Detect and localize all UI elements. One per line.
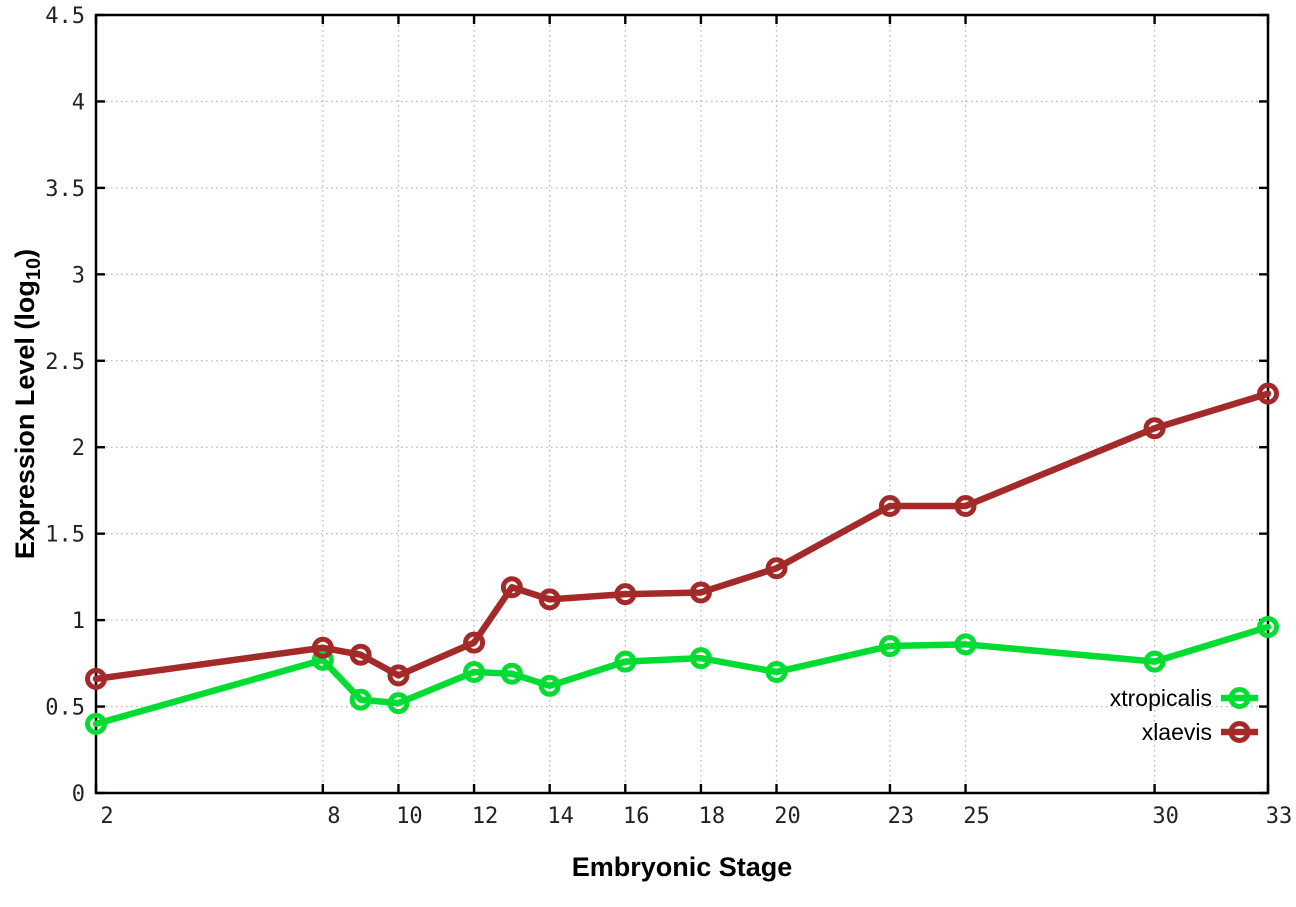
y-tick-labels: 0 0.5 1 1.5 2 2.5 3 3.5 4 4.5 [45,4,85,807]
y-tick-label: 3.5 [45,177,85,202]
y-tick-label: 2 [72,436,85,461]
series-xtropicalis-marker [1257,616,1279,639]
legend-label-xlaevis: xlaevis [1142,719,1212,745]
y-tick-label: 3 [72,263,85,288]
legend: xtropicalis xlaevis [1110,685,1258,745]
series-xtropicalis-marker [878,635,901,658]
series-xtropicalis-line [92,623,1272,728]
series-xlaevis-marker [463,631,486,654]
series-xtropicalis-marker [614,650,637,673]
y-tick-label: 1 [72,609,85,634]
series-xlaevis-marker [85,667,107,690]
series-xlaevis-marker [349,643,372,666]
x-tick-label: 8 [327,804,340,829]
y-tick-label: 0.5 [45,696,85,721]
legend-marker-sample [1228,687,1251,709]
series-xtropicalis-marker [1143,650,1166,673]
series-xlaevis-marker [500,576,523,599]
x-tick-label: 33 [1266,804,1293,829]
legend-label-xtropicalis: xtropicalis [1110,685,1212,711]
series-xtropicalis-marker [954,633,977,656]
y-axis-title-text: Expression Level (log [9,280,40,560]
tick-marks [94,13,1270,795]
series-xlaevis-marker [765,557,788,580]
y-tick-label: 4.5 [45,4,85,29]
x-tick-label: 30 [1152,804,1179,829]
series-xlaevis-line [92,390,1272,683]
x-tick-label: 25 [963,804,990,829]
series-xlaevis [85,382,1279,690]
gridlines [96,15,1268,793]
x-tick-labels: 2 8 10 12 14 16 18 20 23 25 30 33 [100,804,1292,829]
series-xlaevis-marker [311,636,334,659]
y-axis-title-subscript: 10 [23,257,46,281]
x-tick-label: 14 [547,804,574,829]
legend-item-xtropicalis: xtropicalis [1110,685,1258,711]
series-xtropicalis-marker [311,648,334,671]
x-tick-label: 16 [623,804,650,829]
series-xtropicalis-marker [387,692,410,715]
y-tick-label: 0 [72,782,85,807]
series-xlaevis-marker [878,495,901,518]
series-xtropicalis-marker [689,647,712,670]
series-xtropicalis-marker [538,674,561,697]
series-xlaevis-marker [1257,382,1279,405]
y-axis-title: Expression Level (log10) [10,249,46,559]
series-xlaevis-marker [689,581,712,604]
legend-item-xlaevis: xlaevis [1142,719,1258,745]
x-tick-label: 2 [100,804,113,829]
x-tick-label: 18 [699,804,726,829]
series-xlaevis-marker [614,583,637,606]
series-xtropicalis-marker [463,660,486,683]
x-tick-label: 23 [888,804,915,829]
y-tick-label: 2.5 [45,350,85,375]
x-tick-label: 12 [472,804,499,829]
x-tick-label: 10 [396,804,423,829]
series-xtropicalis [85,616,1279,735]
series-xlaevis-marker [538,588,561,611]
y-tick-label: 4 [72,90,85,115]
y-tick-label: 1.5 [45,523,85,548]
series-xlaevis-marker [1143,417,1166,440]
x-axis-title: Embryonic Stage [571,852,793,882]
series-xtropicalis-marker [765,660,788,683]
x-tick-label: 20 [774,804,801,829]
series-xlaevis-marker [954,495,977,518]
series-xtropicalis-marker [349,688,372,711]
legend-marker-sample [1228,721,1251,743]
y-axis-title-suffix: ) [9,248,40,258]
series-xlaevis-marker [387,664,410,687]
series-xtropicalis-marker [500,662,523,685]
series-xtropicalis-marker [85,712,107,735]
